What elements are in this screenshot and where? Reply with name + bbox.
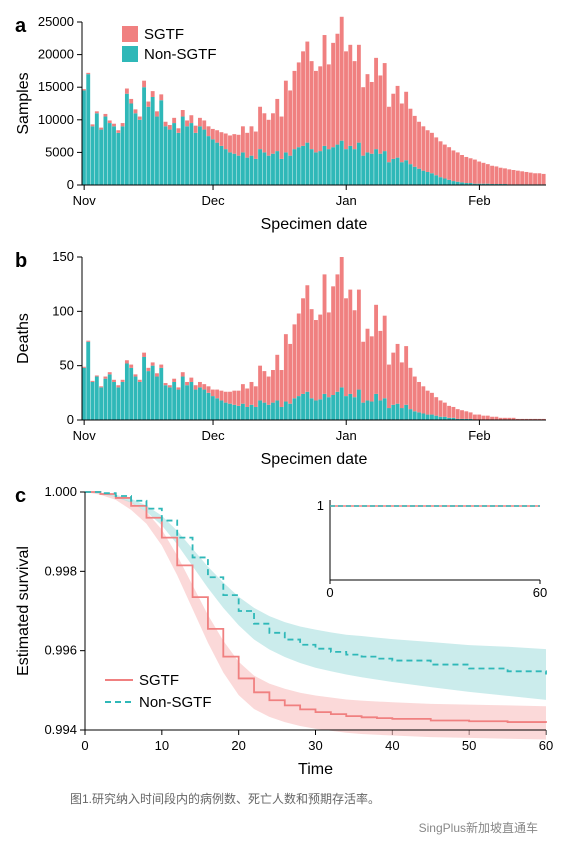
svg-text:15000: 15000	[38, 79, 74, 94]
svg-text:1.000: 1.000	[44, 484, 77, 499]
svg-text:Deaths: Deaths	[15, 313, 32, 364]
svg-text:Jan: Jan	[336, 428, 357, 443]
svg-text:60: 60	[539, 738, 553, 753]
svg-text:Jan: Jan	[336, 193, 357, 208]
svg-text:0: 0	[67, 412, 74, 427]
svg-text:10000: 10000	[38, 112, 74, 127]
svg-text:Specimen date: Specimen date	[261, 216, 368, 233]
svg-text:0.994: 0.994	[44, 722, 77, 737]
svg-text:Estimated survival: Estimated survival	[15, 546, 32, 676]
svg-text:a: a	[15, 15, 27, 37]
svg-text:20000: 20000	[38, 47, 74, 62]
svg-text:c: c	[15, 485, 26, 507]
svg-text:25000: 25000	[38, 14, 74, 29]
panel-b: b 0 50 100 150 Deaths Nov Dec Jan Feb Specimen dat…	[10, 245, 558, 470]
chart-samples: a 0 5000 10000 15000 20000 25000 Samples Nov Dec J…	[10, 10, 558, 235]
svg-text:1: 1	[317, 498, 324, 513]
svg-text:Dec: Dec	[201, 428, 225, 443]
watermark-text: SingPlus新加坡直通车	[419, 819, 538, 836]
chart-survival: c 0.994 0.996 0.998 1.000 Estimated survival 0…	[10, 480, 558, 780]
svg-text:Dec: Dec	[201, 193, 225, 208]
svg-text:0.996: 0.996	[44, 643, 77, 658]
svg-text:0: 0	[81, 738, 88, 753]
svg-text:Nov: Nov	[73, 193, 97, 208]
svg-text:60: 60	[533, 585, 547, 600]
svg-text:150: 150	[52, 249, 74, 264]
figure-caption: 图1.研究纳入时间段内的病例数、死亡人数和预期存活率。	[10, 790, 558, 807]
svg-text:Feb: Feb	[468, 193, 490, 208]
svg-text:5000: 5000	[45, 144, 74, 159]
svg-text:Non-SGTF: Non-SGTF	[139, 694, 212, 711]
svg-text:Non-SGTF: Non-SGTF	[144, 46, 217, 63]
svg-text:10: 10	[155, 738, 169, 753]
svg-text:SGTF: SGTF	[144, 26, 184, 43]
svg-text:100: 100	[52, 303, 74, 318]
svg-text:0: 0	[67, 177, 74, 192]
svg-text:Feb: Feb	[468, 428, 490, 443]
chart-deaths: b 0 50 100 150 Deaths Nov Dec Jan Feb Specimen dat…	[10, 245, 558, 470]
svg-text:20: 20	[231, 738, 245, 753]
svg-text:40: 40	[385, 738, 399, 753]
svg-text:0: 0	[326, 585, 333, 600]
svg-text:50: 50	[462, 738, 476, 753]
panel-c: c 0.994 0.996 0.998 1.000 Estimated survival 0…	[10, 480, 558, 780]
svg-text:30: 30	[308, 738, 322, 753]
svg-text:b: b	[15, 250, 27, 272]
panel-a: a 0 5000 10000 15000 20000 25000 Samples Nov Dec J…	[10, 10, 558, 235]
svg-text:Nov: Nov	[73, 428, 97, 443]
svg-text:Specimen date: Specimen date	[261, 451, 368, 468]
svg-text:Samples: Samples	[15, 72, 32, 134]
svg-text:SGTF: SGTF	[139, 672, 179, 689]
svg-text:50: 50	[60, 358, 74, 373]
svg-text:Time: Time	[298, 761, 333, 778]
svg-text:0.998: 0.998	[44, 563, 77, 578]
